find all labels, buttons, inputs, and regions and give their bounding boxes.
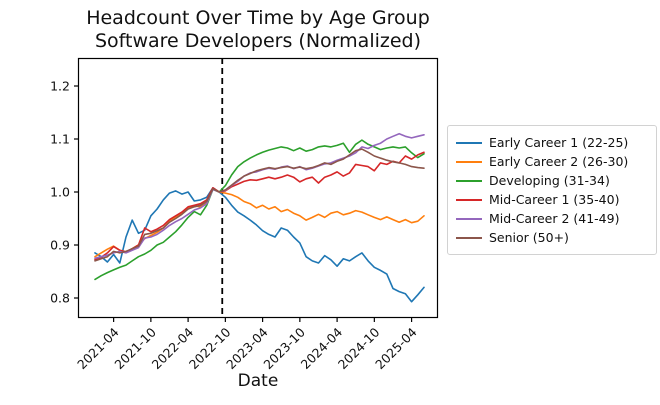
- legend-item-label: Mid-Career 1 (35-40): [489, 192, 620, 207]
- legend-item: Mid-Career 2 (41-49): [456, 209, 650, 228]
- y-tick-label: 1.1: [50, 132, 70, 147]
- legend-item-label: Mid-Career 2 (41-49): [489, 211, 620, 226]
- legend-item-label: Senior (50+): [489, 230, 569, 245]
- y-tick-label: 1.2: [50, 79, 70, 94]
- chart-subtitle: Software Developers (Normalized): [94, 30, 422, 52]
- x-tick-label: 2025-04: [372, 324, 420, 372]
- legend-item: Early Career 2 (26-30): [456, 152, 650, 171]
- legend-item: Developing (31-34): [456, 171, 650, 190]
- legend: Early Career 1 (22-25) Early Career 2 (26…: [447, 125, 657, 255]
- series-lines: [94, 132, 425, 303]
- legend-item: Early Career 1 (22-25): [456, 133, 650, 152]
- legend-line-swatch: [456, 198, 482, 201]
- x-axis-label: Date: [237, 371, 279, 391]
- chart-title: Headcount Over Time by Age Group: [86, 7, 430, 29]
- legend-item-label: Developing (31-34): [489, 173, 610, 188]
- series-line-early-career-2-26-30-: [94, 187, 425, 258]
- axes-frame: [77, 57, 439, 319]
- series-line-mid-career-1-35-40-: [94, 151, 425, 261]
- chart-title-block: Headcount Over Time by Age Group Softwar…: [78, 7, 438, 53]
- legend-item: Mid-Career 1 (35-40): [456, 190, 650, 209]
- y-axis-ticks: 0.8 0.9 1.0 1.1 1.2: [50, 79, 78, 306]
- legend-item-label: Early Career 1 (22-25): [489, 135, 629, 150]
- legend-line-swatch: [456, 217, 482, 220]
- y-tick-label: 0.9: [50, 238, 70, 253]
- legend-item-label: Early Career 2 (26-30): [489, 154, 629, 169]
- series-line-mid-career-2-41-49-: [94, 132, 425, 260]
- x-axis-ticks: 2021-042021-102022-042022-102023-042023-…: [74, 318, 420, 372]
- legend-line-swatch: [456, 141, 482, 144]
- legend-line-swatch: [456, 160, 482, 163]
- y-tick-label: 1.0: [50, 185, 70, 200]
- legend-item: Senior (50+): [456, 228, 650, 247]
- legend-line-swatch: [456, 179, 482, 182]
- legend-line-swatch: [456, 236, 482, 239]
- y-tick-label: 0.8: [50, 291, 70, 306]
- series-line-early-career-1-22-25-: [94, 187, 425, 303]
- series-line-senior-50-: [94, 148, 425, 262]
- series-line-developing-31-34-: [94, 139, 425, 281]
